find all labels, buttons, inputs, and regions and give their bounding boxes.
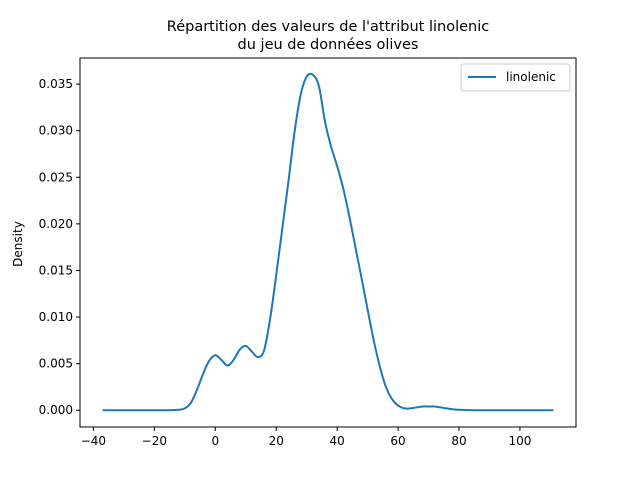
legend-box [460,63,571,92]
x-tick-label: 20 [269,434,284,448]
x-tick-label: −20 [142,434,167,448]
x-axis-ticks: −40 −20 0 20 40 60 80 100 [81,427,531,448]
series-line-linolenic [102,72,554,412]
x-tick-label: 40 [329,434,344,448]
y-tick-label: 0.005 [39,357,73,371]
y-axis-ticks: 0.000 0.005 0.010 0.015 0.020 0.025 0.030 0.035 [39,77,80,417]
y-axis-label: Density [11,221,25,267]
chart-title-line1: Répartition des valeurs de l'attribut li… [167,19,489,35]
x-tick-label: −40 [81,434,106,448]
y-tick-label: 0.000 [39,403,73,417]
x-tick-label: 80 [451,434,466,448]
x-tick-label: 0 [211,434,219,448]
x-tick-label: 60 [390,434,405,448]
y-tick-label: 0.015 [39,263,73,277]
y-tick-label: 0.020 [39,217,73,231]
legend: linolenic [460,63,571,92]
y-tick-label: 0.035 [39,77,73,91]
series-layer [102,72,554,412]
plot-frame [79,57,577,428]
y-tick-label: 0.025 [39,170,73,184]
y-tick-label: 0.010 [39,310,73,324]
chart-title-line2: du jeu de données olives [238,37,419,53]
legend-label-linolenic: linolenic [506,70,556,84]
x-tick-label: 100 [508,434,531,448]
y-tick-label: 0.030 [39,124,73,138]
